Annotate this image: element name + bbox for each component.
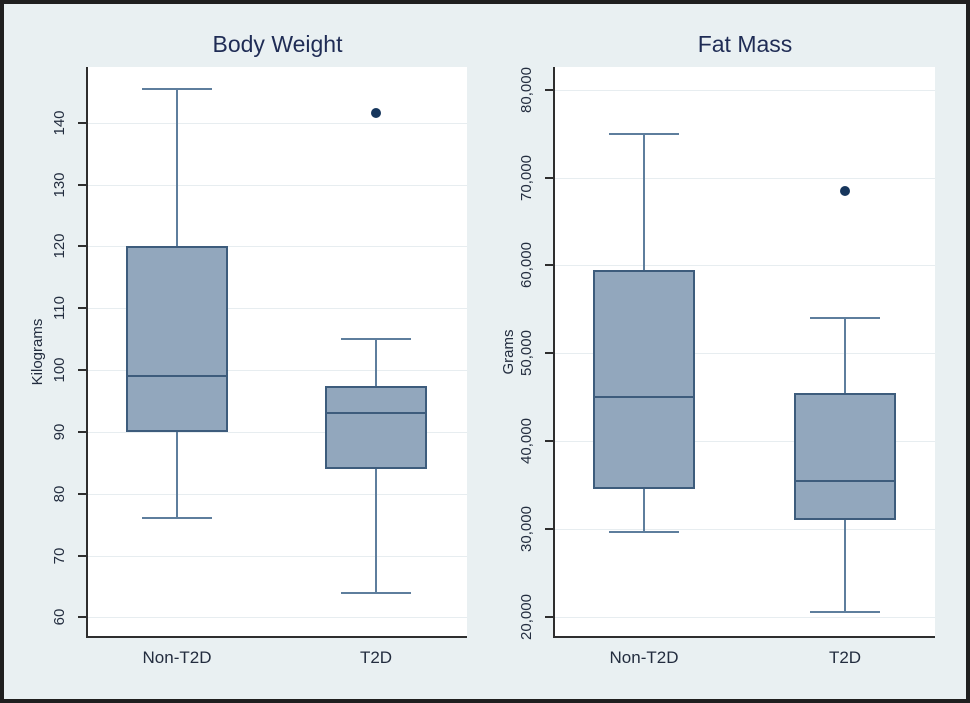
y-gridline [88,122,467,124]
y-tick [78,616,86,618]
outlier-point [371,108,381,119]
y-tick [78,431,86,433]
y-gridline [555,528,935,530]
median-line [796,479,894,482]
whisker-upper [375,339,377,386]
y-axis-line [86,67,88,638]
y-gridline [88,184,467,186]
whisker-cap-upper [810,317,880,320]
y-tick [545,440,553,442]
whisker-cap-lower [810,611,880,614]
median-line [595,396,693,399]
y-tick [78,555,86,557]
x-category-label: T2D [359,648,393,667]
y-tick-label: 50,000 [518,330,535,376]
y-gridline [555,177,935,179]
y-gridline [88,307,467,309]
plot-area-body-weight: 60 70 80 90 100 110 120 130 140 Non-T2D T2D [51,67,467,667]
whisker-lower [643,489,645,532]
y-tick-label: 80,000 [518,67,535,113]
x-axis-line [86,636,467,638]
box-non-t2d [593,269,695,490]
y-tick [545,616,553,618]
y-tick-label: 140 [51,110,68,136]
whisker-upper [643,133,645,270]
y-axis-line [553,67,555,638]
whisker-cap-upper [341,338,411,341]
x-category-label: Non-T2D [142,648,212,667]
y-tick-label: 60,000 [518,242,535,288]
plot-area-fat-mass: 20,000 30,000 40,000 50,000 60,000 70,000 80,0… [518,67,935,667]
y-tick [78,184,86,186]
y-gridline [88,431,467,433]
y-tick-label: 30,000 [518,506,535,552]
median-line [128,375,226,378]
x-category-label: T2D [828,648,862,667]
y-tick [78,493,86,495]
whisker-cap-lower [609,530,679,533]
y-gridline [88,369,467,371]
chart-title-body-weight: Body Weight [212,31,343,57]
box-t2d [325,385,427,469]
y-tick [78,122,86,124]
y-tick [545,89,553,91]
whisker-cap-upper [142,87,212,90]
y-tick [545,528,553,530]
whisker-lower [375,469,377,593]
y-axis-title-kilograms: Kilograms [29,318,46,385]
whisker-cap-lower [341,591,411,594]
y-tick [545,177,553,179]
chart-title-fat-mass: Fat Mass [697,31,793,57]
y-gridline [555,616,935,618]
y-gridline [88,493,467,495]
x-axis-line [553,636,935,638]
y-axis-title-grams: Grams [500,329,517,374]
whisker-cap-upper [609,132,679,135]
whisker-upper [176,88,178,247]
y-tick [545,264,553,266]
y-tick [78,245,86,247]
y-tick-label: 40,000 [518,418,535,464]
y-tick-label: 20,000 [518,594,535,640]
y-gridline [555,89,935,91]
y-gridline [555,352,935,354]
y-gridline [88,616,467,618]
y-tick [78,307,86,309]
x-category-label: Non-T2D [609,648,679,667]
y-tick-label: 70,000 [518,155,535,201]
box-t2d [794,392,896,521]
whisker-lower [176,431,178,519]
whisker-upper [844,318,846,393]
median-line [327,412,425,415]
y-gridline [88,245,467,247]
y-gridline [555,264,935,266]
y-gridline [555,440,935,442]
y-gridline [88,555,467,557]
box-non-t2d [126,246,228,432]
whisker-lower [844,520,846,613]
y-tick [545,352,553,354]
y-tick [78,369,86,371]
outlier-point [840,185,850,196]
whisker-cap-lower [142,517,212,520]
